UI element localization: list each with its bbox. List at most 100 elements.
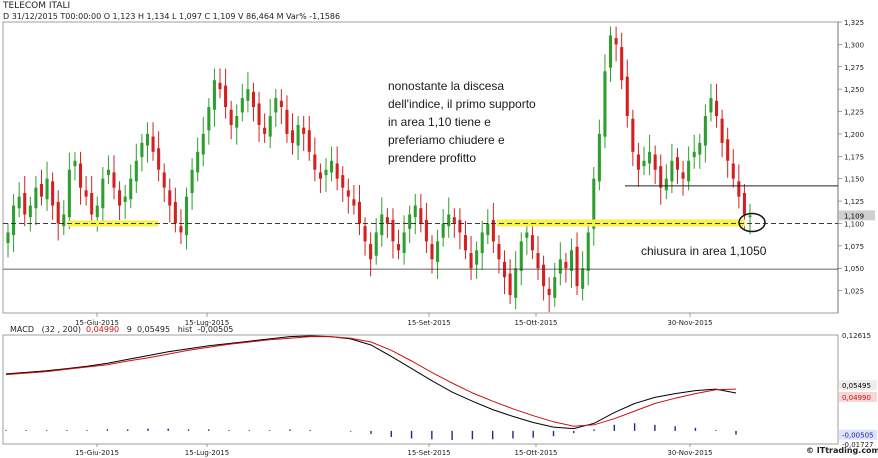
hist-value: -0,00505 [197, 325, 234, 334]
candle-body [480, 232, 484, 254]
candle-body [413, 205, 417, 218]
candle-body [268, 116, 272, 137]
candle-body [90, 193, 94, 215]
candle [502, 250, 507, 295]
trade-note-line: nonostante la discesa [388, 79, 505, 93]
candle [475, 241, 479, 279]
candle-body [246, 89, 250, 101]
candle-body [201, 133, 205, 155]
candle-body [714, 100, 719, 117]
candle-body [67, 169, 71, 218]
candle-body [162, 172, 166, 188]
candle-body [687, 160, 691, 182]
candle-body [39, 184, 44, 197]
candle [687, 146, 691, 191]
macd-label: MACD [10, 325, 34, 334]
price-axis: 1,325 1,300 1,275 1,250 1,225 1,200 1,175 1,150… [838, 19, 864, 296]
candle [240, 83, 244, 122]
candle [463, 220, 468, 260]
x-tick-label: 15-Giu-2015 [75, 449, 119, 457]
candle [23, 176, 27, 227]
candle [67, 152, 71, 229]
candle [703, 104, 707, 163]
candle [558, 242, 562, 286]
candle-body [196, 151, 200, 173]
candle [145, 122, 150, 163]
candle-body [486, 223, 490, 236]
x-axis-macd: 15-Giu-2015 15-Lug-2015 15-Set-2015 15-Ott-… [75, 444, 713, 457]
candle [519, 232, 523, 286]
candle [709, 83, 713, 122]
trade-note: nonostante la discesa dell'indice, il pr… [388, 77, 536, 167]
candle [346, 178, 350, 214]
candle [631, 109, 635, 167]
candle [335, 146, 339, 191]
macd-value-tag-bg [839, 391, 877, 402]
candle [586, 223, 590, 286]
candle [302, 116, 306, 151]
macd-plot-frame [2, 334, 839, 445]
x-tick-label: 30-Nov-2015 [667, 449, 712, 457]
candle-body [502, 261, 507, 278]
x-tick-label: 30-Nov-2015 [667, 319, 712, 327]
x-tick-label: 15-Giu-2015 [75, 319, 119, 327]
candle-body [56, 201, 60, 224]
candle [614, 26, 618, 62]
candle-body [698, 142, 702, 155]
candle [748, 203, 752, 235]
candle [692, 134, 696, 169]
candle-body [112, 172, 116, 188]
candle [419, 193, 423, 233]
candle [714, 83, 719, 128]
candle [726, 127, 730, 178]
candle-body [731, 163, 735, 179]
candle-body [553, 277, 557, 298]
candle [547, 277, 551, 313]
macd-header: MACD (32 , 200) 0,04990 9 0,05495 hist -… [10, 325, 233, 334]
candle-body [575, 246, 579, 287]
price-tick-label: 1,125 [844, 198, 864, 206]
candle-body [23, 193, 27, 215]
candle-body [62, 214, 66, 227]
candle [330, 146, 334, 182]
candle [106, 155, 110, 185]
candle-body [564, 261, 568, 269]
candle [290, 113, 295, 155]
candle-body [17, 196, 21, 209]
candle [84, 176, 88, 206]
candle [497, 235, 501, 274]
candle [212, 68, 216, 127]
candle-body [134, 160, 138, 182]
candle-body [491, 219, 495, 242]
candle-body [106, 169, 110, 176]
candle-body [542, 264, 546, 287]
candle [720, 109, 724, 158]
candle [553, 262, 557, 307]
x-tick-label: 15-Set-2015 [407, 449, 450, 457]
candle-body [419, 208, 423, 224]
candle [514, 251, 518, 310]
macd-value-tag: 0,05495 [842, 382, 871, 390]
candle [391, 208, 395, 259]
candle [569, 238, 574, 288]
candle [542, 255, 546, 301]
candle [324, 158, 328, 193]
candle-body [279, 100, 283, 108]
candle-body [240, 98, 244, 113]
candle [592, 167, 596, 246]
candle-body [720, 118, 724, 143]
candle-body [229, 109, 233, 125]
candle [653, 145, 657, 185]
candle-body [402, 232, 406, 254]
candle-body [692, 151, 696, 158]
candle [90, 176, 94, 227]
candle [408, 205, 412, 244]
candle-body [508, 273, 512, 296]
candle [636, 142, 640, 187]
candle [385, 208, 389, 238]
candle [469, 235, 473, 280]
candle-body [709, 98, 713, 113]
candle [78, 151, 83, 205]
candle-body [670, 160, 674, 182]
price-tick-label: 1,225 [844, 109, 864, 117]
